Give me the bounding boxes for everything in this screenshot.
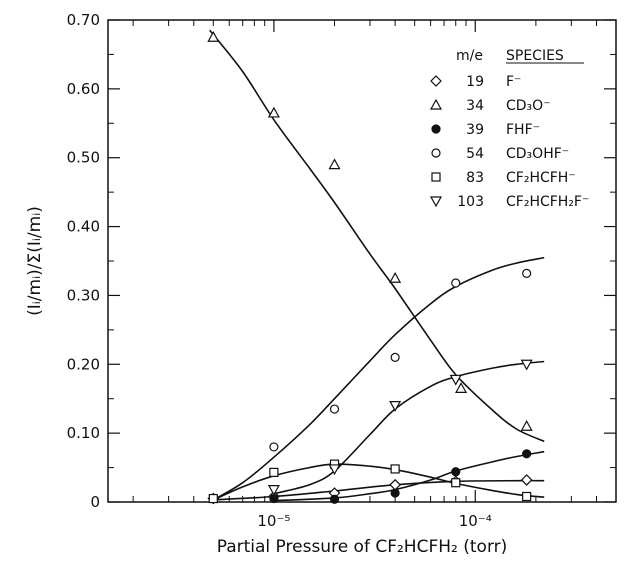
legend: m/e SPECIES 19 F⁻ 34 CD₃O⁻ 39 FHF⁻ 54 CD₃OHF⁻ 83 CF… xyxy=(429,48,589,210)
data-point-39 xyxy=(329,494,340,504)
plot-frame xyxy=(107,19,617,503)
data-point-34 xyxy=(328,158,341,170)
data-point-103 xyxy=(520,359,533,371)
data-point-39 xyxy=(390,488,400,498)
series-curves xyxy=(209,29,545,502)
data-point-83 xyxy=(208,493,218,504)
y-tick-label: 0.30 xyxy=(67,286,100,304)
legend-marker-83 xyxy=(431,172,441,182)
axis-ticks xyxy=(108,19,616,503)
legend-header-species: SPECIES xyxy=(506,48,564,64)
x-tick-labels: 10⁻⁵ 10⁻⁴ xyxy=(257,512,491,530)
legend-species: CF₂HCFH₂F⁻ xyxy=(506,194,589,210)
data-point-54 xyxy=(451,278,461,288)
data-point-39 xyxy=(522,449,532,459)
legend-me: 19 xyxy=(466,74,484,90)
series-curve-83 xyxy=(212,463,545,501)
data-point-54 xyxy=(329,404,340,414)
legend-me: 83 xyxy=(466,170,484,186)
data-point-19 xyxy=(520,474,533,486)
y-tick-label: 0.70 xyxy=(67,11,100,29)
series-curve-34 xyxy=(209,29,545,443)
y-tick-label: 0.40 xyxy=(67,218,100,236)
y-tick-label: 0.10 xyxy=(67,424,100,442)
series-curve-103 xyxy=(273,360,545,495)
data-point-54 xyxy=(390,352,400,362)
series-curve-39 xyxy=(273,450,545,502)
series-curve-54 xyxy=(212,256,545,501)
data-point-34 xyxy=(267,106,280,118)
data-point-83 xyxy=(522,491,532,502)
data-point-103 xyxy=(328,464,341,476)
x-axis-title: Partial Pressure of CF₂HCFH₂ (torr) xyxy=(217,537,508,557)
data-point-34 xyxy=(389,271,402,283)
legend-marker-103 xyxy=(429,196,443,208)
legend-species: CD₃O⁻ xyxy=(506,98,551,114)
legend-marker-54 xyxy=(431,148,441,158)
x-tick-label: 10⁻⁴ xyxy=(459,512,492,530)
data-point-34 xyxy=(455,382,468,393)
legend-me: 34 xyxy=(466,98,484,114)
legend-species: CD₃OHF⁻ xyxy=(506,146,569,162)
data-point-34 xyxy=(520,420,533,431)
data-point-54 xyxy=(522,268,532,278)
y-tick-label: 0 xyxy=(90,493,100,511)
x-tick-label: 10⁻⁵ xyxy=(257,512,290,530)
legend-marker-39 xyxy=(431,124,441,134)
y-tick-label: 0.20 xyxy=(67,355,100,373)
data-points xyxy=(207,30,533,505)
data-point-83 xyxy=(390,464,400,474)
legend-header-me: m/e xyxy=(456,48,483,64)
y-tick-labels: 0 0.10 0.20 0.30 0.40 0.50 0.60 0.70 xyxy=(67,11,100,511)
legend-marker-19 xyxy=(430,75,442,87)
legend-species: FHF⁻ xyxy=(506,122,540,138)
legend-me: 103 xyxy=(457,194,484,210)
y-tick-label: 0.60 xyxy=(67,80,100,98)
legend-species: CF₂HCFH⁻ xyxy=(506,170,576,186)
data-point-103 xyxy=(449,374,462,386)
data-point-54 xyxy=(269,442,279,452)
y-axis-title: (Iᵢ/mᵢ)/Σ(Iᵢ/mᵢ) xyxy=(25,206,45,316)
data-point-39 xyxy=(451,467,461,477)
data-point-103 xyxy=(267,485,280,496)
plot-area-border xyxy=(107,19,617,503)
data-point-83 xyxy=(269,467,279,477)
legend-species: F⁻ xyxy=(506,74,521,90)
data-point-83 xyxy=(451,478,461,488)
data-point-34 xyxy=(207,30,220,42)
legend-me: 54 xyxy=(466,146,484,162)
data-point-103 xyxy=(389,401,402,412)
legend-me: 39 xyxy=(466,122,484,138)
legend-marker-34 xyxy=(429,98,443,110)
y-tick-label: 0.50 xyxy=(67,149,100,167)
